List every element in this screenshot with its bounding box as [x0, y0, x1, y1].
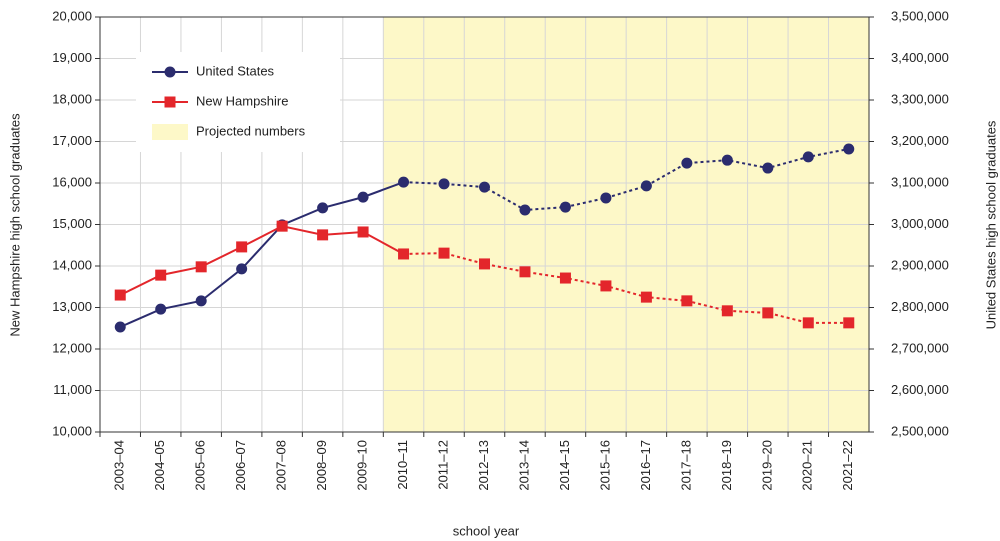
y-tick-label: 15,000	[52, 216, 92, 231]
point	[802, 151, 814, 163]
point	[640, 180, 652, 192]
y-tick-label: 20,000	[52, 8, 92, 23]
point	[479, 181, 490, 193]
y-tick-label: 10,000	[52, 423, 92, 438]
x-tick-label: 2007–08	[274, 440, 289, 491]
x-tick-label: 2019–20	[759, 440, 774, 491]
y-tick-label: 14,000	[52, 257, 92, 272]
x-tick-label: 2004–05	[152, 440, 167, 491]
line	[119, 181, 404, 328]
point	[519, 266, 531, 278]
x-tick-label: 2011–12	[435, 440, 450, 490]
point	[721, 305, 733, 317]
y-tick-label: 17,000	[52, 133, 92, 148]
point	[559, 201, 571, 213]
x-tick-label: 2003–04	[112, 440, 127, 491]
point	[681, 295, 693, 307]
y-tick-label: 11,000	[53, 382, 92, 397]
x-tick-label: 2020–21	[800, 440, 815, 491]
point	[155, 269, 167, 281]
y2-tick-label: 3,500,000	[891, 8, 949, 23]
x-tick-label: 2015–16	[597, 440, 612, 491]
y2-tick-label: 3,100,000	[891, 174, 949, 189]
point	[640, 291, 652, 303]
point	[357, 191, 369, 203]
point	[236, 241, 248, 253]
y2-tick-label: 2,900,000	[891, 257, 949, 272]
legend-label: New Hampshire	[196, 93, 288, 108]
legend-marker	[164, 66, 176, 78]
point	[438, 178, 450, 190]
line	[119, 225, 405, 296]
legend-swatch	[152, 124, 188, 140]
point	[114, 289, 126, 301]
legend-label: Projected numbers	[196, 123, 306, 138]
x-tick-label: 2021–22	[840, 440, 855, 491]
point	[600, 280, 612, 292]
y2-tick-label: 2,600,000	[891, 382, 949, 397]
point	[276, 220, 288, 232]
point	[762, 162, 774, 174]
x-tick-label: 2018–19	[719, 440, 734, 491]
y2-tick-label: 2,700,000	[891, 340, 949, 355]
y2-tick-label: 3,000,000	[891, 216, 949, 231]
point	[843, 317, 855, 329]
y2-tick-label: 2,500,000	[891, 423, 949, 438]
y2-tick-label: 3,300,000	[891, 91, 949, 106]
x-tick-label: 2016–17	[638, 440, 653, 491]
point	[398, 248, 410, 260]
x-tick-label: 2012–13	[476, 440, 491, 491]
y-tick-label: 18,000	[52, 91, 92, 106]
y2-tick-label: 2,800,000	[891, 299, 949, 314]
point	[236, 263, 248, 275]
x-tick-label: 2010–11	[395, 440, 410, 490]
plot-frame	[99, 16, 870, 433]
x-tick-label: 2008–09	[314, 440, 329, 491]
y2-axis-title: United States high school graduates	[983, 120, 998, 329]
x-tick-label: 2017–18	[678, 440, 693, 491]
point	[519, 204, 531, 216]
point	[843, 143, 855, 155]
point	[559, 272, 571, 284]
x-tick-label: 2005–06	[193, 440, 208, 491]
point	[398, 176, 410, 188]
legend-label: United States	[196, 63, 275, 78]
x-axis-title: school year	[453, 523, 520, 538]
x-tick-label: 2014–15	[557, 440, 572, 491]
point	[357, 226, 369, 238]
point	[155, 303, 167, 315]
point	[195, 261, 207, 273]
y-tick-label: 12,000	[52, 340, 92, 355]
y-tick-label: 19,000	[52, 50, 92, 65]
point	[681, 157, 693, 169]
y2-tick-label: 3,200,000	[891, 133, 949, 148]
point	[802, 317, 814, 329]
x-tick-label: 2006–07	[233, 440, 248, 491]
point	[317, 229, 329, 241]
x-tick-label: 2013–14	[516, 440, 531, 491]
legend-marker	[164, 96, 176, 108]
point	[762, 307, 774, 319]
point	[438, 247, 450, 259]
point	[479, 258, 490, 270]
point	[721, 154, 733, 166]
point	[317, 202, 329, 214]
x-tick-label: 2009–10	[355, 440, 370, 491]
point	[195, 295, 207, 307]
projected-line	[403, 147, 849, 211]
point	[600, 192, 612, 204]
y-tick-label: 13,000	[52, 299, 92, 314]
y-axis-title: New Hampshire high school graduates	[7, 113, 22, 337]
y2-tick-label: 3,400,000	[891, 50, 949, 65]
point	[114, 321, 126, 333]
y-tick-label: 16,000	[52, 174, 92, 189]
